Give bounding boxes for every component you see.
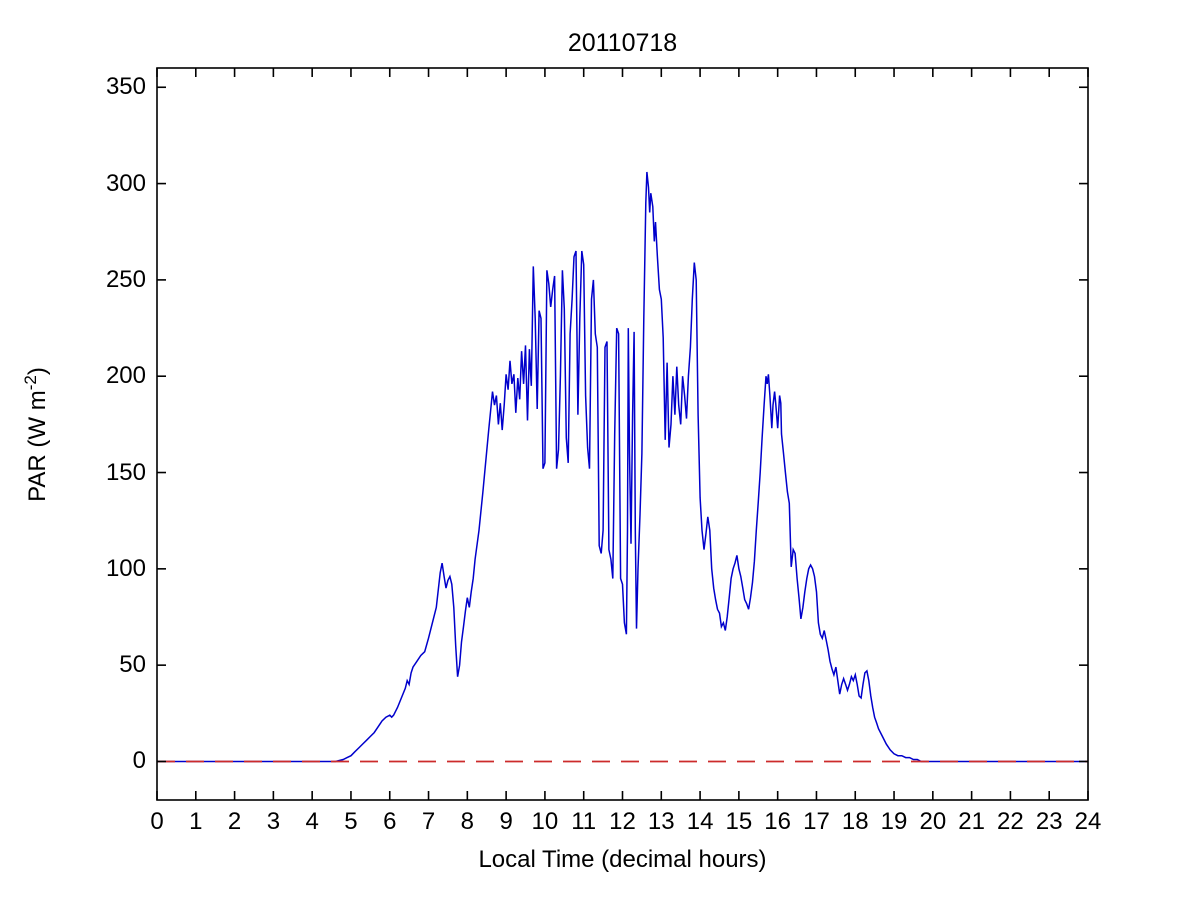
x-tick-label: 16 (764, 808, 792, 835)
x-tick-label: 10 (531, 808, 559, 835)
chart-title: 20110718 (567, 29, 678, 57)
x-tick-label: 22 (997, 808, 1024, 835)
y-axis-label: PAR (W m-2) (21, 367, 52, 502)
x-tick-label: 19 (880, 808, 908, 835)
x-axis-label: Local Time (decimal hours) (478, 846, 767, 873)
x-tick-label: 5 (344, 808, 358, 835)
x-tick-label: 0 (150, 808, 164, 835)
series-PAR (157, 171, 1088, 763)
x-tick-label: 23 (1035, 808, 1063, 835)
y-axis-label-close: ) (23, 366, 51, 375)
x-tick-label: 4 (305, 808, 319, 835)
y-axis-label-superscript: -2 (20, 374, 40, 390)
x-tick-label: 17 (803, 808, 830, 835)
axes-box (156, 67, 1089, 801)
x-tick-label: 18 (841, 808, 869, 835)
y-tick-label: 250 (105, 265, 146, 293)
x-tick-label: 14 (686, 808, 714, 835)
x-tick-label: 9 (499, 808, 513, 835)
x-tick-label: 1 (189, 808, 203, 835)
x-tick-label: 3 (266, 808, 281, 835)
x-tick-label: 2 (227, 808, 242, 835)
x-tick-label: 24 (1074, 808, 1102, 835)
x-tick-label: 7 (421, 808, 436, 835)
y-tick-label: 200 (105, 362, 146, 390)
y-tick-label: 350 (105, 73, 146, 101)
y-axis-label-text: PAR (W m (23, 389, 51, 502)
x-tick-label: 13 (647, 808, 675, 835)
x-tick-label: 20 (919, 808, 947, 835)
x-tick-label: 21 (958, 808, 985, 835)
x-tick-label: 12 (609, 808, 636, 835)
x-tick-label: 15 (725, 808, 753, 835)
y-axis-label-wrap: PAR (W m-2) (14, 68, 58, 800)
x-tick-label: 11 (571, 808, 597, 835)
y-tick-label: 100 (105, 554, 146, 582)
x-tick-label: 8 (460, 808, 475, 835)
y-tick-label: 50 (119, 650, 146, 678)
x-tick-label: 6 (383, 808, 397, 835)
y-tick-label: 300 (105, 169, 146, 197)
y-tick-label: 150 (105, 458, 146, 486)
y-tick-label: 0 (132, 747, 146, 775)
